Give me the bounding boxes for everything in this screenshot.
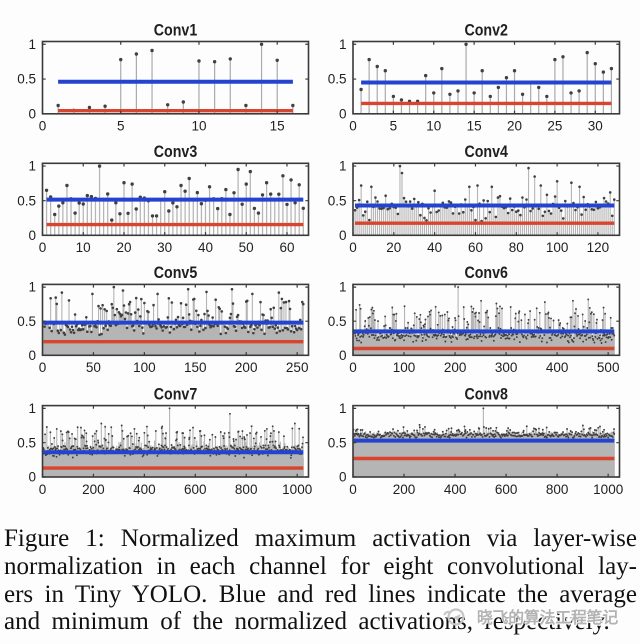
svg-text:10: 10 [191, 119, 206, 134]
svg-text:0.5: 0.5 [328, 314, 347, 329]
svg-text:40: 40 [198, 240, 213, 255]
svg-text:0: 0 [339, 348, 347, 363]
svg-text:20: 20 [116, 240, 131, 255]
svg-text:150: 150 [184, 360, 207, 375]
svg-text:0: 0 [339, 228, 347, 243]
svg-text:600: 600 [495, 482, 518, 497]
svg-text:0.5: 0.5 [17, 435, 36, 450]
svg-text:0: 0 [28, 348, 36, 363]
svg-text:0.5: 0.5 [17, 72, 36, 87]
svg-text:5: 5 [117, 119, 125, 134]
svg-text:30: 30 [157, 240, 172, 255]
svg-text:Conv3: Conv3 [154, 142, 198, 161]
svg-text:500: 500 [597, 360, 620, 375]
svg-text:0: 0 [339, 106, 347, 121]
svg-text:Conv1: Conv1 [154, 20, 198, 39]
svg-text:100: 100 [133, 360, 156, 375]
svg-text:1: 1 [28, 280, 36, 295]
svg-text:0: 0 [349, 119, 357, 134]
svg-text:40: 40 [427, 240, 442, 255]
svg-text:1000: 1000 [282, 482, 312, 497]
svg-text:800: 800 [235, 482, 258, 497]
svg-text:400: 400 [546, 360, 569, 375]
svg-text:Conv5: Conv5 [154, 263, 198, 282]
svg-text:30: 30 [588, 119, 603, 134]
svg-text:Conv6: Conv6 [464, 263, 508, 282]
svg-text:250: 250 [286, 360, 309, 375]
svg-text:20: 20 [386, 240, 401, 255]
svg-text:60: 60 [468, 240, 483, 255]
svg-text:50: 50 [86, 360, 101, 375]
svg-text:100: 100 [393, 360, 416, 375]
svg-text:1000: 1000 [593, 482, 623, 497]
svg-text:10: 10 [426, 119, 441, 134]
svg-text:25: 25 [547, 119, 562, 134]
svg-text:0: 0 [349, 482, 357, 497]
svg-text:200: 200 [393, 482, 416, 497]
svg-text:20: 20 [507, 119, 522, 134]
svg-text:0: 0 [349, 240, 357, 255]
svg-text:1: 1 [339, 401, 347, 416]
svg-text:0: 0 [39, 360, 47, 375]
svg-text:400: 400 [444, 482, 467, 497]
svg-text:300: 300 [495, 360, 518, 375]
svg-text:0: 0 [39, 240, 47, 255]
svg-text:200: 200 [82, 482, 105, 497]
svg-text:1: 1 [339, 37, 347, 52]
svg-text:1: 1 [339, 159, 347, 174]
svg-text:10: 10 [76, 240, 91, 255]
svg-text:0: 0 [28, 470, 36, 485]
svg-text:120: 120 [587, 240, 610, 255]
svg-text:60: 60 [279, 240, 294, 255]
svg-text:0: 0 [339, 470, 347, 485]
svg-text:80: 80 [509, 240, 524, 255]
svg-text:800: 800 [546, 482, 569, 497]
svg-text:0: 0 [28, 106, 36, 121]
svg-text:15: 15 [467, 119, 482, 134]
svg-text:1: 1 [339, 280, 347, 295]
svg-text:400: 400 [133, 482, 156, 497]
svg-text:Conv7: Conv7 [154, 384, 198, 403]
svg-text:0: 0 [349, 360, 357, 375]
svg-text:Conv8: Conv8 [464, 384, 508, 403]
svg-text:Conv2: Conv2 [464, 20, 508, 39]
svg-text:200: 200 [444, 360, 467, 375]
svg-text:0.5: 0.5 [328, 72, 347, 87]
svg-text:50: 50 [239, 240, 254, 255]
svg-text:0.5: 0.5 [17, 193, 36, 208]
svg-text:0.5: 0.5 [328, 435, 347, 450]
svg-text:1: 1 [28, 159, 36, 174]
svg-text:0.5: 0.5 [17, 314, 36, 329]
svg-text:Conv4: Conv4 [464, 142, 508, 161]
svg-text:1: 1 [28, 401, 36, 416]
svg-text:0: 0 [39, 119, 47, 134]
svg-text:0: 0 [39, 482, 47, 497]
svg-text:200: 200 [235, 360, 258, 375]
svg-text:600: 600 [184, 482, 207, 497]
svg-text:0: 0 [28, 228, 36, 243]
svg-text:15: 15 [270, 119, 285, 134]
svg-text:100: 100 [546, 240, 569, 255]
svg-text:0.5: 0.5 [328, 193, 347, 208]
svg-text:5: 5 [390, 119, 398, 134]
svg-text:1: 1 [28, 37, 36, 52]
